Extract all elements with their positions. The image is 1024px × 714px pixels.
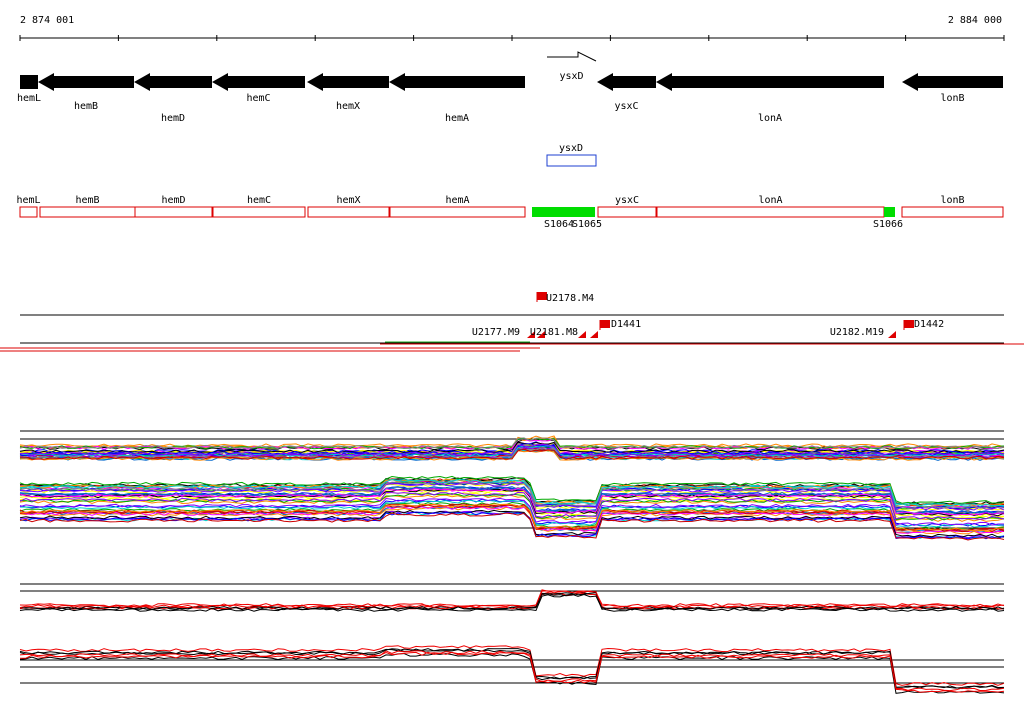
gene-label: ysxC bbox=[614, 101, 638, 112]
feature-label: ysxC bbox=[615, 195, 639, 206]
expression-trace bbox=[19, 650, 1005, 692]
gene bbox=[656, 73, 884, 91]
gene-label: hemL bbox=[17, 93, 41, 104]
expression-trace bbox=[19, 511, 1005, 539]
gene-label: hemD bbox=[161, 113, 185, 124]
segment-box bbox=[884, 207, 895, 217]
expression-trace bbox=[19, 589, 1005, 608]
probe-label: D1441 bbox=[611, 319, 641, 330]
probe-flag bbox=[537, 331, 545, 338]
feature bbox=[656, 206, 885, 218]
expression-trace bbox=[19, 648, 1005, 689]
feature bbox=[901, 206, 1004, 218]
expression-trace bbox=[19, 653, 1005, 694]
gene bbox=[134, 73, 212, 91]
gene bbox=[307, 73, 389, 91]
probe-label: U2182.M19 bbox=[830, 327, 884, 338]
gene-label: hemB bbox=[74, 101, 98, 112]
expression-trace bbox=[19, 497, 1004, 526]
expression-trace bbox=[19, 486, 1005, 515]
gene bbox=[597, 73, 656, 91]
expression-trace bbox=[19, 435, 1005, 448]
gene-label: hemX bbox=[336, 101, 360, 112]
expression-trace bbox=[19, 491, 1005, 520]
probe-flag bbox=[904, 320, 914, 328]
feature bbox=[307, 206, 390, 218]
expression-trace bbox=[19, 590, 1005, 609]
segment-label: S1066 bbox=[873, 219, 903, 230]
expression-trace bbox=[19, 487, 1005, 516]
gene bbox=[389, 73, 525, 91]
probe-label: U2178.M4 bbox=[546, 293, 594, 304]
feature bbox=[134, 206, 213, 218]
expression-trace bbox=[19, 437, 1005, 449]
probe-flag bbox=[600, 320, 610, 328]
segment-label: S1065 bbox=[572, 219, 602, 230]
segment-label: S1064 bbox=[544, 219, 574, 230]
feature-label: lonA bbox=[758, 195, 782, 206]
feature-label: hemL bbox=[16, 195, 40, 206]
expression-trace bbox=[19, 482, 1005, 511]
gene bbox=[38, 73, 134, 91]
feature-label: hemX bbox=[336, 195, 360, 206]
expression-trace bbox=[19, 437, 1005, 450]
feature-label: hemC bbox=[247, 195, 271, 206]
feature bbox=[19, 206, 38, 218]
ruler-start: 2 874 001 bbox=[20, 15, 74, 26]
expression-trace bbox=[19, 648, 1005, 690]
gene bbox=[212, 73, 305, 91]
expression-trace bbox=[19, 443, 1005, 456]
gene-label: hemC bbox=[246, 93, 270, 104]
expression-trace bbox=[19, 479, 1005, 507]
feature-label: hemD bbox=[161, 195, 185, 206]
segment-box bbox=[532, 207, 595, 217]
feature-label: hemB bbox=[75, 195, 99, 206]
probe-flag bbox=[888, 331, 896, 338]
feature-label: lonB bbox=[940, 195, 964, 206]
probe-flag bbox=[537, 292, 547, 300]
expression-trace bbox=[19, 512, 1005, 541]
feature bbox=[389, 206, 526, 218]
expression-trace bbox=[19, 499, 1005, 528]
expression-trace bbox=[20, 592, 1005, 610]
feature bbox=[212, 206, 306, 218]
probe-label: U2181.M8 bbox=[530, 327, 578, 338]
ruler-end: 2 884 000 bbox=[948, 15, 1002, 26]
gene bbox=[547, 51, 597, 62]
probe-label: D1442 bbox=[914, 319, 944, 330]
gene-label: lonB bbox=[940, 93, 964, 104]
feature bbox=[597, 206, 657, 218]
gene bbox=[902, 73, 1003, 91]
expression-trace bbox=[19, 591, 1004, 610]
predicted-box bbox=[546, 154, 597, 167]
probe-flag bbox=[578, 331, 586, 338]
expression-trace bbox=[19, 511, 1005, 540]
predicted-label: ysxD bbox=[559, 143, 583, 154]
expression-trace bbox=[19, 593, 1005, 612]
expression-trace bbox=[19, 448, 1005, 460]
gene-label: ysxD bbox=[559, 71, 583, 82]
gene bbox=[20, 75, 38, 89]
expression-trace bbox=[19, 645, 1005, 686]
probe-flag bbox=[590, 331, 598, 338]
gene-label: lonA bbox=[758, 113, 782, 124]
expression-trace bbox=[19, 503, 1005, 532]
expression-trace bbox=[19, 480, 1005, 509]
expression-trace bbox=[19, 475, 1005, 504]
probe-flag bbox=[527, 331, 535, 338]
gene-label: hemA bbox=[445, 113, 469, 124]
expression-trace bbox=[19, 481, 1005, 510]
feature bbox=[39, 206, 136, 218]
probe-label: U2177.M9 bbox=[472, 327, 520, 338]
feature-label: hemA bbox=[445, 195, 469, 206]
expression-trace bbox=[19, 503, 1005, 532]
